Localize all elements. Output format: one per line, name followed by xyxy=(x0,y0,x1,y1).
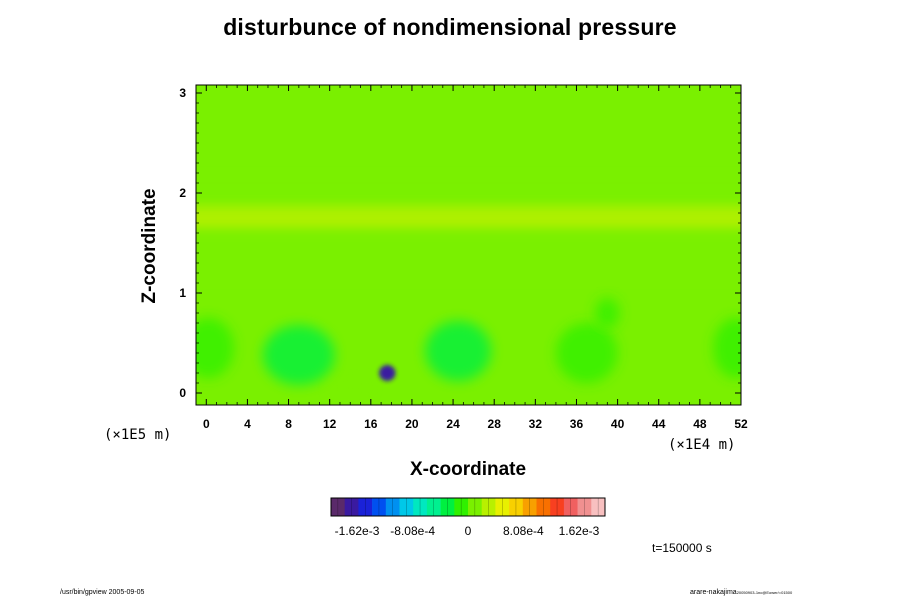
colorbar-tick-label: 8.08e-4 xyxy=(503,524,544,538)
heatmap-feature-4 xyxy=(196,318,235,378)
heatmap-feature-7 xyxy=(329,378,371,398)
x-tick-label: 28 xyxy=(488,417,502,431)
heatmap-feature-0 xyxy=(379,365,396,381)
heatmap-feature-5 xyxy=(713,318,741,378)
x-tick-label: 16 xyxy=(364,417,378,431)
colorbar-tick-label: 1.62e-3 xyxy=(559,524,600,538)
x-axis-label: X-coordinate xyxy=(409,459,527,480)
heatmap-band-1 xyxy=(196,233,741,283)
footer-right-main: arare-nakajima xyxy=(690,589,737,596)
x-tick-label: 44 xyxy=(652,417,666,431)
y-tick-label: 1 xyxy=(179,286,186,300)
footer-left: /usr/bin/gpview 2005-09-05 xyxy=(60,589,145,596)
x-tick-label: 0 xyxy=(203,417,210,431)
chart-title: disturbunce of nondimensional pressure xyxy=(223,14,677,40)
x-tick-label: 40 xyxy=(611,417,625,431)
x-tick-label: 20 xyxy=(405,417,419,431)
x-tick-label: 12 xyxy=(323,417,337,431)
colorbar-tick-label: -1.62e-3 xyxy=(335,524,380,538)
footer-right-small: 20050903-1nc@Eower/=01500 xyxy=(736,590,793,595)
heatmap-band-2 xyxy=(196,173,741,193)
y-unit-label: (×1E5 m) xyxy=(104,427,172,443)
colorbar-tick-label: 0 xyxy=(465,524,472,538)
heatmap-band-0 xyxy=(196,206,741,230)
y-tick-label: 0 xyxy=(179,386,186,400)
x-tick-label: 48 xyxy=(693,417,707,431)
heatmap-feature-2 xyxy=(262,325,335,385)
colorbar-frame xyxy=(330,497,606,517)
x-tick-label: 32 xyxy=(529,417,543,431)
x-tick-label: 36 xyxy=(570,417,584,431)
footer-right: arare-nakajima20050903-1nc@Eower/=01500 xyxy=(690,589,792,596)
x-tick-label: 52 xyxy=(734,417,748,431)
plot-frame xyxy=(195,84,742,406)
x-tick-label: 4 xyxy=(244,417,251,431)
heatmap-feature-3 xyxy=(555,323,618,383)
y-tick-label: 3 xyxy=(179,86,186,100)
x-tick-label: 24 xyxy=(446,417,460,431)
time-label: t=150000 s xyxy=(652,541,712,555)
colorbar-tick-label: -8.08e-4 xyxy=(390,524,435,538)
x-tick-label: 8 xyxy=(285,417,292,431)
heatmap-feature-6 xyxy=(594,298,620,328)
x-unit-label: (×1E4 m) xyxy=(668,437,736,453)
heatmap-feature-1 xyxy=(425,321,492,381)
y-tick-label: 2 xyxy=(179,186,186,200)
